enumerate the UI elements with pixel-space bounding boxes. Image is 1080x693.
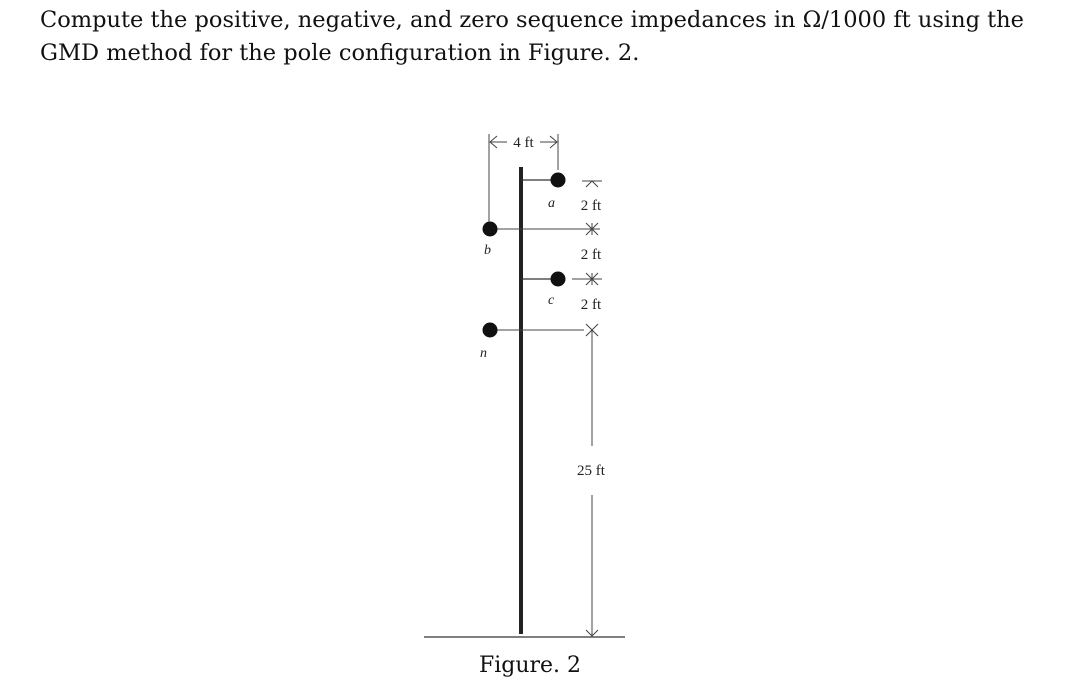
crossarm-width-dimension: 4 ft bbox=[488, 134, 559, 222]
spacing-b-c-label: 2 ft bbox=[581, 247, 602, 263]
conductor-b-label: b bbox=[484, 243, 491, 258]
conductor-a-label: a bbox=[548, 196, 555, 211]
conductor-a: a bbox=[521, 172, 566, 211]
width-arrow-right bbox=[549, 135, 558, 149]
question-line-2: GMD method for the pole configuration in… bbox=[40, 40, 640, 66]
conductor-c-dot bbox=[550, 271, 566, 287]
width-arrow-left bbox=[489, 135, 498, 149]
conductor-b-dot bbox=[482, 221, 498, 237]
arrow-a-down bbox=[585, 180, 599, 188]
vertical-dimensions: 2 ft 2 ft 2 ft 25 ft bbox=[572, 180, 606, 637]
conductor-n-label: n bbox=[480, 346, 487, 361]
conductor-c-label: c bbox=[548, 293, 555, 308]
spacing-c-n-label: 2 ft bbox=[581, 297, 602, 313]
question-line-1: Compute the positive, negative, and zero… bbox=[40, 7, 1024, 33]
width-dimension-label: 4 ft bbox=[513, 135, 534, 151]
arrow-n-up bbox=[585, 323, 599, 331]
height-n-ground-label: 25 ft bbox=[577, 463, 606, 479]
conductor-n: n bbox=[480, 322, 584, 361]
conductor-a-dot bbox=[550, 172, 566, 188]
conductor-n-dot bbox=[482, 322, 498, 338]
conductor-c: c bbox=[521, 271, 566, 308]
question-text: Compute the positive, negative, and zero… bbox=[40, 4, 1060, 70]
figure-caption: Figure. 2 bbox=[479, 653, 581, 678]
conductor-b: b bbox=[482, 221, 600, 258]
arrow-ground bbox=[585, 629, 599, 637]
spacing-a-b-label: 2 ft bbox=[581, 198, 602, 214]
